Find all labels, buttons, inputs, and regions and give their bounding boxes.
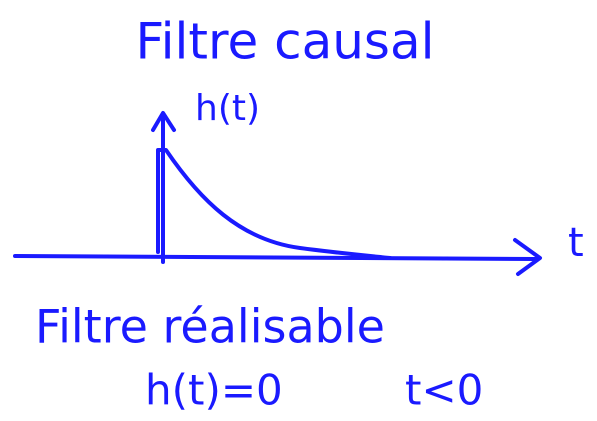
y-axis-label: h(t) xyxy=(195,88,260,129)
note: t<0 xyxy=(405,366,483,415)
page: Filtre causal h(t) t Filtre réalisable h… xyxy=(0,0,597,421)
title: Filtre causal xyxy=(135,13,434,71)
x-axis-label: t xyxy=(568,220,584,266)
note: h(t)=0 xyxy=(145,366,283,415)
whiteboard: Filtre causal h(t) t Filtre réalisable h… xyxy=(0,0,597,421)
note: Filtre réalisable xyxy=(35,300,385,354)
